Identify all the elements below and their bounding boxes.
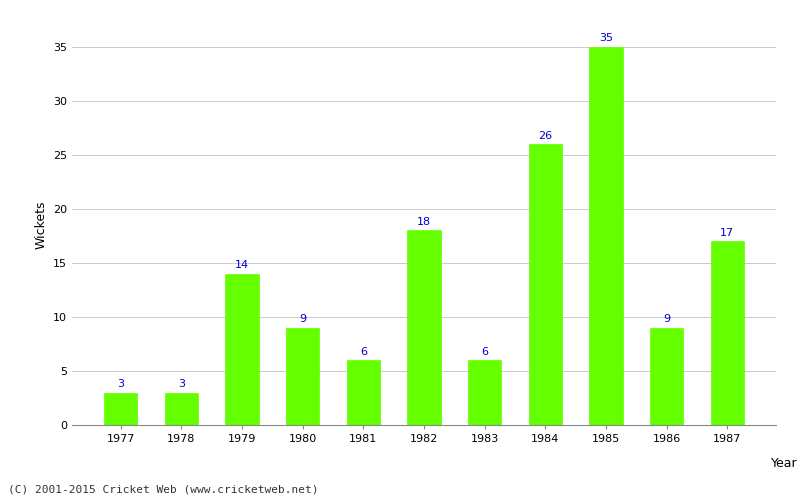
Y-axis label: Wickets: Wickets [34,200,47,249]
Bar [286,328,319,425]
Text: 6: 6 [481,347,488,357]
Text: (C) 2001-2015 Cricket Web (www.cricketweb.net): (C) 2001-2015 Cricket Web (www.cricketwe… [8,485,318,495]
Text: 17: 17 [720,228,734,238]
Text: 3: 3 [117,380,124,390]
Bar [165,392,198,425]
Bar [346,360,380,425]
Text: 6: 6 [360,347,367,357]
Bar [529,144,562,425]
Bar [710,241,744,425]
Text: 18: 18 [417,217,431,227]
Bar [226,274,258,425]
Text: 3: 3 [178,380,185,390]
Text: 9: 9 [663,314,670,324]
Bar [590,46,622,425]
Text: 26: 26 [538,130,552,140]
Bar [407,230,441,425]
Bar [468,360,502,425]
X-axis label: Year: Year [770,457,797,470]
Text: 14: 14 [235,260,249,270]
Text: 9: 9 [299,314,306,324]
Text: 35: 35 [599,34,613,43]
Bar [650,328,683,425]
Bar [104,392,138,425]
